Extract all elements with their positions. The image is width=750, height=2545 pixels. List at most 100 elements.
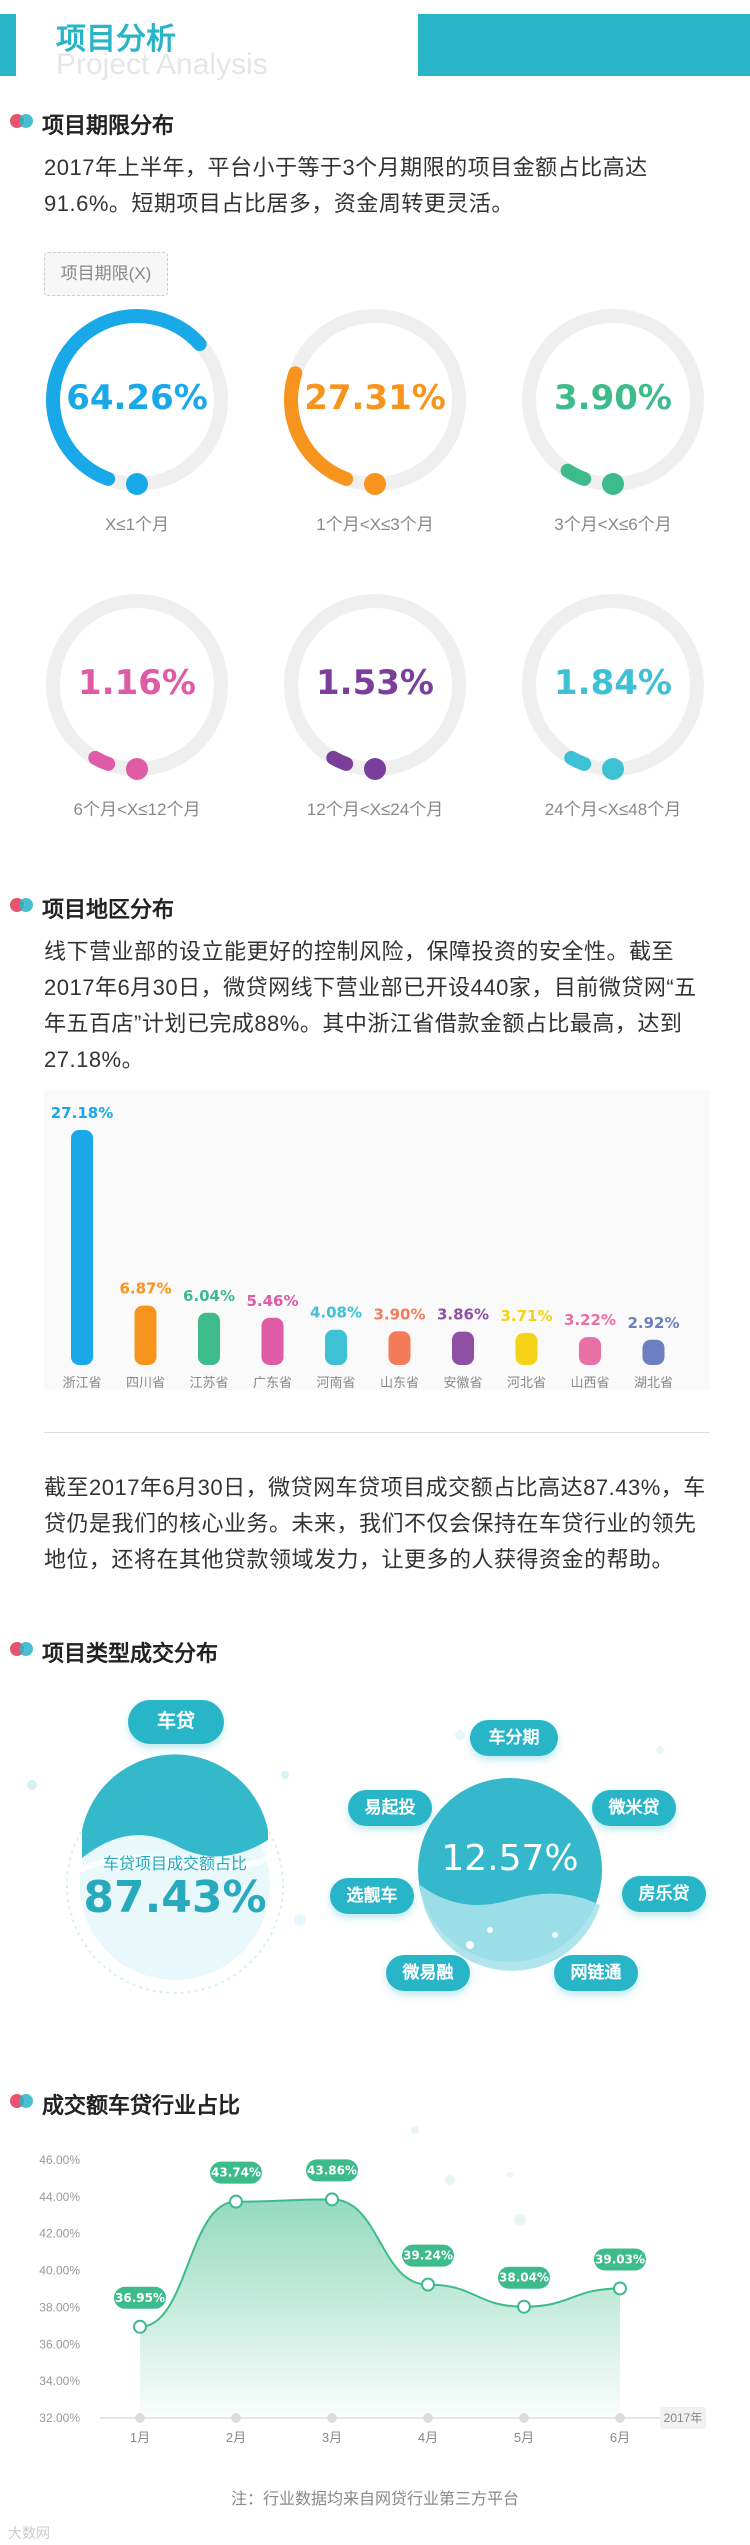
- ring-dot: [602, 473, 624, 495]
- ring-label: X≤1个月: [104, 515, 170, 534]
- bullet-dots-icon: [10, 898, 34, 912]
- bar-value-label: 3.71%: [500, 1307, 552, 1325]
- bar: [388, 1331, 411, 1365]
- line-point: [229, 2194, 243, 2209]
- y-tick-label: 32.00%: [39, 2411, 80, 2425]
- region-bar-chart: 27.18% 浙江省 6.87% 四川省 6.04% 江苏省 5.46% 广东省 4.08% 河南…: [51, 1104, 680, 1390]
- x-tick-dot: [327, 2413, 337, 2423]
- pill-weimidai: 微米贷: [592, 1790, 676, 1826]
- bullet-dots-icon: [10, 1642, 34, 1656]
- bar: [515, 1332, 538, 1365]
- pill-yiqitou: 易起投: [348, 1790, 432, 1826]
- ring-label: 12个月<X≤24个月: [306, 800, 444, 819]
- page-title: 项目分析: [56, 23, 176, 56]
- bar-value-label: 6.87%: [119, 1280, 171, 1298]
- term-tag: 项目期限(X): [44, 252, 168, 296]
- section-heading-type: 项目类型成交分布: [10, 1636, 218, 1668]
- line-point: [517, 2299, 531, 2314]
- bar: [134, 1305, 157, 1365]
- line-label-pill: [306, 2159, 358, 2182]
- bullet-dots-icon: [10, 2094, 34, 2108]
- bar-category-label: 山东省: [380, 1375, 419, 1390]
- ring-arc: [564, 750, 592, 771]
- header-accent-right: [418, 14, 750, 76]
- line-value-label: 36.95%: [115, 2291, 165, 2305]
- x-unit-label: 2017年: [664, 2411, 703, 2425]
- line-point: [421, 2277, 435, 2292]
- x-tick-dot: [135, 2413, 145, 2423]
- x-tick-dot: [615, 2413, 625, 2423]
- bar-category-label: 河北省: [507, 1375, 546, 1390]
- car-loan-value: 87.43%: [83, 1872, 267, 1923]
- divider: [44, 1432, 710, 1433]
- line-value-label: 39.03%: [595, 2252, 645, 2266]
- other-loan-value: 12.57%: [441, 1838, 579, 1879]
- line-point: [133, 2319, 147, 2334]
- bar-category-label: 山西省: [570, 1375, 609, 1390]
- bar-category-label: 安徽省: [443, 1375, 482, 1390]
- ring-value: 64.26%: [66, 378, 208, 418]
- ring-arc: [326, 750, 354, 771]
- x-tick-dot: [423, 2413, 433, 2423]
- car-loan-pill: 车贷: [128, 1700, 224, 1744]
- cartype-description: 截至2017年6月30日，微贷网车贷项目成交额占比高达87.43%，车贷仍是我们…: [44, 1475, 706, 1572]
- bar-category-label: 河南省: [316, 1375, 355, 1390]
- region-description: 线下营业部的设立能更好的控制风险，保障投资的安全性。截至2017年6月30日，微…: [44, 939, 697, 1072]
- ring-arc: [284, 366, 354, 486]
- line-label-pill: [498, 2266, 550, 2289]
- deco-bubble: [411, 2126, 419, 2134]
- bar-category-label: 湖北省: [634, 1375, 673, 1390]
- watermark-logo: 大数网: [8, 2525, 50, 2541]
- deco-bubble: [445, 2175, 455, 2185]
- bar-value-label: 3.86%: [437, 1306, 489, 1324]
- term-rings: [46, 309, 704, 780]
- pill-fanglevdai: 房乐贷: [622, 1876, 706, 1912]
- bar: [198, 1312, 220, 1365]
- line-value-label: 43.74%: [211, 2166, 261, 2180]
- bullet-dots-icon: [10, 114, 34, 128]
- x-tick-label: 6月: [610, 2430, 630, 2445]
- y-tick-label: 34.00%: [39, 2374, 80, 2388]
- term-description: 2017年上半年，平台小于等于3个月期限的项目金额占比高达91.6%。短期项目占…: [44, 155, 648, 216]
- page-subtitle: Project Analysis: [56, 48, 268, 81]
- y-tick-label: 36.00%: [39, 2337, 80, 2351]
- pill-chefenqi: 车分期: [470, 1720, 558, 1756]
- share-line-chart: 32.00% 34.00% 36.00% 38.00% 40.00% 42.00% 44.0…: [39, 2126, 706, 2445]
- line-label-pill: [210, 2161, 262, 2184]
- x-tick-dot: [519, 2413, 529, 2423]
- y-tick-label: 44.00%: [39, 2190, 80, 2204]
- line-label-pill: [594, 2248, 646, 2271]
- x-tick-label: 3月: [322, 2430, 342, 2445]
- bar: [325, 1329, 347, 1365]
- type-bubbles: [27, 1730, 664, 1994]
- x-tick-label: 4月: [418, 2430, 438, 2445]
- car-loan-caption: 车贷项目成交额占比: [102, 1856, 247, 1873]
- bar: [642, 1339, 665, 1365]
- bar-category-label: 江苏省: [189, 1375, 228, 1390]
- ring-dot: [126, 473, 148, 495]
- bar-value-label: 27.18%: [51, 1104, 113, 1122]
- ring-value: 1.53%: [316, 663, 434, 703]
- ring-value: 27.31%: [304, 378, 446, 418]
- bar: [452, 1331, 474, 1365]
- bar: [261, 1317, 284, 1365]
- line-value-label: 38.04%: [499, 2271, 549, 2285]
- bar-category-label: 广东省: [253, 1375, 292, 1390]
- ring-arc: [560, 463, 592, 486]
- ring-label: 6个月<X≤12个月: [73, 800, 201, 819]
- header-accent-left: [0, 14, 16, 76]
- ring-dot: [602, 758, 624, 780]
- pill-xuanliangche: 选靓车: [330, 1878, 414, 1914]
- x-tick-dot: [231, 2413, 241, 2423]
- section-heading-share: 成交额车贷行业占比: [10, 2088, 240, 2120]
- deco-bubble: [507, 2172, 513, 2178]
- footnote: 注：行业数据均来自网贷行业第三方平台: [230, 2491, 519, 2508]
- bar-value-label: 6.04%: [183, 1287, 235, 1305]
- line-label-pill: [114, 2286, 166, 2309]
- y-tick-label: 46.00%: [39, 2153, 80, 2167]
- line-value-label: 43.86%: [307, 2163, 357, 2177]
- section-heading-region: 项目地区分布: [10, 892, 174, 924]
- ring-dot: [126, 758, 148, 780]
- x-tick-label: 2月: [226, 2430, 246, 2445]
- deco-bubble: [514, 2214, 526, 2226]
